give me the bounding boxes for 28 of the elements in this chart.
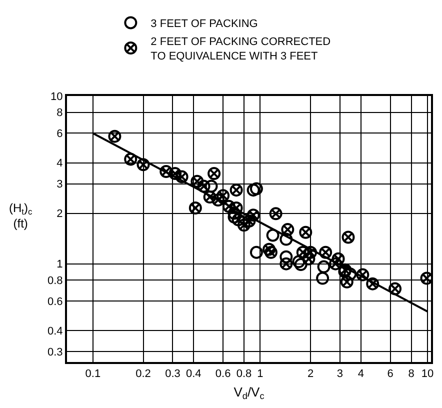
x-tick-label: 0.3 — [165, 368, 180, 380]
y-tick-label: 6 — [56, 128, 63, 140]
y-tick-label: 0.6 — [48, 296, 63, 308]
y-tick-label: 8 — [56, 107, 63, 120]
x-tick-label: 0.4 — [186, 368, 202, 380]
y-tick-label: 2 — [56, 208, 63, 220]
x-tick-label: 4 — [358, 368, 364, 380]
x-tick-label: 0.2 — [136, 368, 151, 380]
x-tick-label: 6 — [387, 368, 394, 380]
y-tick-label: 0.4 — [48, 325, 63, 338]
y-axis-title: (H$_{t}$)$_{c}$ (ft) — [9, 201, 32, 231]
x-tick-label: 3 — [336, 368, 344, 380]
y-tick-label: 4 — [56, 158, 63, 170]
y-tick-label: 3 — [56, 178, 63, 191]
x-tick-label: 10 — [421, 368, 434, 380]
x-axis-title: V$_{d}$/V$_{c}$ — [234, 384, 265, 402]
x-tick-label: 2 — [307, 368, 314, 380]
x-tick-label: 8 — [408, 368, 414, 380]
y-tick-label: 1 — [56, 258, 63, 271]
y-tick-label: 0.8 — [48, 274, 63, 287]
y-tick-label: 0.3 — [48, 346, 63, 358]
legend-label: 3 FEET OF PACKING — [150, 18, 258, 30]
x-tick-label: 0.1 — [85, 368, 101, 380]
legend-label: 2 FEET OF PACKING CORRECTED TO EQUIVALENCE WITH 3 FEET — [150, 36, 331, 62]
x-tick-label: 0.8 — [236, 368, 252, 380]
x-tick-label: 1 — [257, 368, 264, 380]
y-tick-label: 10 — [50, 90, 63, 103]
x-tick-label: 0.6 — [215, 368, 231, 380]
